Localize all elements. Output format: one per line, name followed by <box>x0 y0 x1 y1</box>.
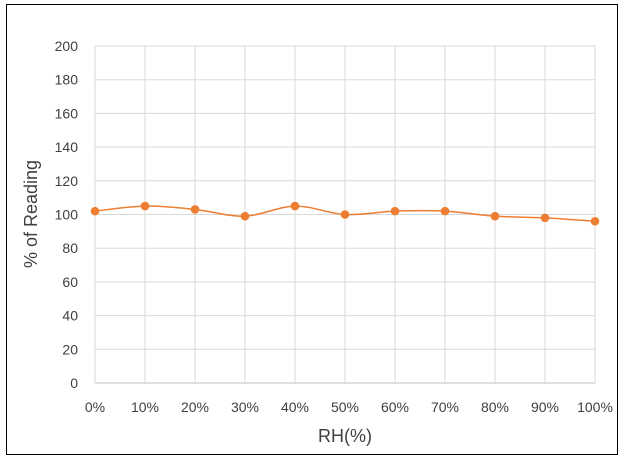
y-axis-title: % of Reading <box>21 160 41 268</box>
data-point <box>240 211 250 221</box>
data-point <box>90 206 100 216</box>
y-tick-label: 160 <box>55 105 79 121</box>
x-tick-label: 70% <box>431 399 459 415</box>
y-tick-label: 120 <box>55 173 79 189</box>
y-tick-label: 20 <box>62 341 78 357</box>
data-point <box>140 201 150 211</box>
x-tick-label: 60% <box>381 399 409 415</box>
y-tick-label: 40 <box>62 308 78 324</box>
y-tick-label: 180 <box>55 72 79 88</box>
x-tick-label: 20% <box>181 399 209 415</box>
x-tick-label: 30% <box>231 399 259 415</box>
y-tick-label: 80 <box>62 240 78 256</box>
x-tick-label: 40% <box>281 399 309 415</box>
x-tick-label: 100% <box>577 399 613 415</box>
data-point <box>340 210 350 219</box>
data-point <box>540 213 550 223</box>
x-tick-labels: 0% 10% 20% 30% 40% 50% 60% 70% 80% 90% 100% <box>85 399 613 415</box>
data-point <box>440 206 450 216</box>
y-tick-label: 60 <box>62 274 78 290</box>
y-tick-labels: 0 20 40 60 80 100 120 140 160 180 200 <box>55 38 79 391</box>
data-point <box>390 206 400 216</box>
chart-frame <box>6 4 618 455</box>
data-point <box>590 216 600 226</box>
y-tick-label: 0 <box>70 375 78 391</box>
series <box>90 201 600 226</box>
x-tick-label: 90% <box>531 399 559 415</box>
data-point <box>290 201 300 211</box>
y-tick-label: 100 <box>55 207 79 223</box>
data-point <box>490 211 500 221</box>
x-axis-title: RH(%) <box>318 426 372 446</box>
data-point <box>190 205 200 214</box>
y-tick-label: 140 <box>55 139 79 155</box>
x-tick-label: 10% <box>131 399 159 415</box>
x-tick-label: 50% <box>331 399 359 415</box>
y-tick-label: 200 <box>55 38 79 54</box>
x-tick-label: 0% <box>85 399 105 415</box>
x-tick-label: 80% <box>481 399 509 415</box>
